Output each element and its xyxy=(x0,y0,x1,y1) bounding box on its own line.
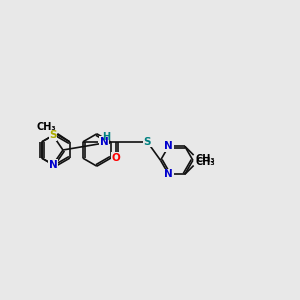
Text: N: N xyxy=(164,169,173,179)
Text: CH₃: CH₃ xyxy=(195,154,215,164)
Text: S: S xyxy=(49,130,57,140)
Text: S: S xyxy=(143,137,151,147)
Text: N: N xyxy=(164,141,173,151)
Text: H: H xyxy=(102,132,110,142)
Text: CH₃: CH₃ xyxy=(36,122,56,132)
Text: N: N xyxy=(100,137,109,147)
Text: O: O xyxy=(111,152,120,163)
Text: CH₃: CH₃ xyxy=(195,157,215,166)
Text: N: N xyxy=(49,160,57,170)
